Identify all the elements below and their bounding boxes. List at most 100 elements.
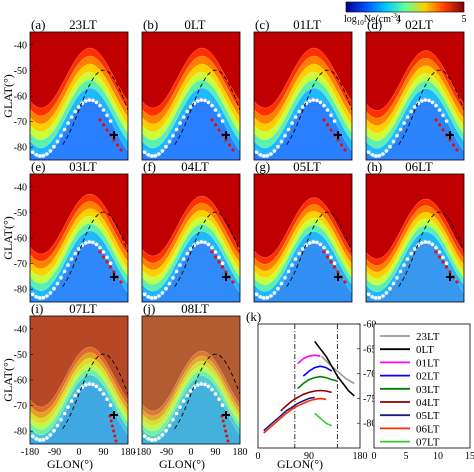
boundary-dot [91,98,95,103]
boundary-dot [196,241,200,245]
boundary-dot [283,133,287,138]
boundary-dot [366,292,371,297]
density-band [254,174,352,258]
station-cross-marker [446,273,454,281]
boundary-dot [62,269,67,274]
map-frame [365,31,465,161]
boundary-dot [188,247,193,251]
trough-dot [448,138,452,142]
colorbar: 4 5 log10Ne(cm-3) [344,1,467,27]
map-panel: (h) 06LT [365,159,465,303]
station-cross-marker [222,273,230,281]
boundary-dot [153,437,158,442]
map-frame [141,31,241,161]
trough-dot [441,260,445,264]
trough-dot [119,280,123,284]
boundary-dot [329,113,333,118]
boundary-dot [160,149,165,153]
y-tick-label: -60 [14,234,27,245]
k-x-tick-label: 90 [304,451,314,462]
boundary-dot [174,127,179,132]
dashed-contour [174,69,240,145]
trough-dot [231,280,235,284]
legend-entry: 0LT [416,344,434,356]
trough-dot [329,260,333,264]
legend-entry: 05LT [416,410,440,422]
boundary-dot [279,281,284,286]
boundary-dot [157,152,161,156]
x-tick-label: 0 [77,447,82,458]
k-x-tick-label: 0 [256,451,261,462]
boundary-dot [48,291,53,295]
boundary-dot [150,154,154,158]
map-frame [253,173,353,303]
map-panel: (d) 02LT [365,17,465,161]
boundary-dot [265,153,270,158]
density-band [366,32,464,111]
legend-axis-tick: 10 [433,451,443,462]
boundary-dot [105,397,109,402]
dashed-contour [286,69,352,145]
trough-dot [329,128,333,132]
boundary-dot [272,149,277,153]
boundary-dot [146,437,151,441]
boundary-dot [66,405,70,409]
boundary-dot [181,257,186,261]
legend-axis-tick: 0 [372,451,377,462]
trough-dot [444,265,449,269]
series-line-01LT [297,354,321,365]
boundary-dot [402,121,406,125]
panel-label: (j) [143,301,155,316]
boundary-dot [213,392,218,396]
boundary-dot [444,261,449,266]
trough-dot [213,123,218,127]
legend-entry: 04LT [416,397,440,409]
boundary-dot [391,139,396,144]
boundary-dot [196,383,200,387]
boundary-dot [142,292,147,297]
legend-box [373,323,471,449]
panel-title: 03LT [69,159,97,174]
boundary-dot [181,115,186,119]
panel-label: (i) [31,301,43,316]
boundary-dot [150,296,154,300]
station-cross-marker [334,273,342,281]
map-frame [141,173,241,303]
boundary-dot [398,269,403,274]
boundary-dot [308,241,312,245]
boundary-dot [409,251,414,256]
panel-label: (e) [31,159,45,174]
trough-dot [112,270,116,274]
boundary-dot [315,240,319,245]
series-line-05LT [263,396,315,432]
boundary-dot [210,387,214,392]
k-y-tick-label: -80 [363,419,376,430]
panel-label: (f) [143,159,156,174]
boundary-dot [405,115,410,119]
trough-dot [448,270,452,274]
panel-title: 05LT [293,159,321,174]
boundary-dot [55,139,60,144]
legend-entry: 06LT [416,423,440,435]
boundary-dot [210,245,214,250]
dashed-contour [62,211,128,287]
boundary-dot [34,153,39,157]
trough-dot [217,260,221,264]
station-cross-marker [110,411,118,419]
y-tick-label: -50 [14,208,27,219]
boundary-dot [55,281,60,286]
boundary-dot [272,291,277,295]
boundary-dot [370,295,375,299]
panel-title: 07LT [69,301,97,316]
map-panel: (f) 04LT [141,159,241,303]
boundary-dot [142,434,147,439]
y-tick-label: -50 [14,350,27,361]
boundary-dot [73,109,77,114]
series-line-07LT [314,412,333,427]
boundary-dot [412,105,417,109]
trough-dot [224,270,228,274]
trough-dot [332,265,337,269]
boundary-dot [437,108,442,112]
trough-dot [437,123,442,127]
